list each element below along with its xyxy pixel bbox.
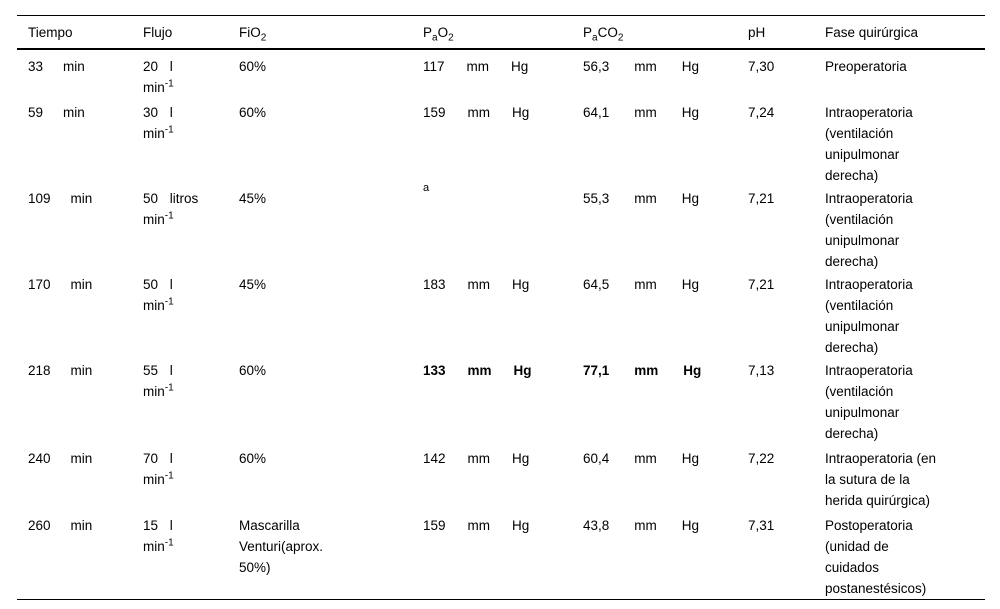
pao2-cell: 117 mm Hg	[423, 59, 529, 74]
tiempo-cell: 59 min	[17, 100, 143, 123]
flujo-unit: min-1	[143, 296, 174, 313]
tiempo-value: 260	[28, 518, 51, 533]
tiempo-value: 59	[28, 105, 44, 120]
flujo-value: 55 l	[143, 363, 173, 378]
table-row: 170 min 50 l min-1 45% 183 mm Hg 64,5 mm Hg 7,…	[17, 272, 985, 358]
column-header-ph: pH	[748, 24, 766, 40]
fase-cell: Intraoperatoria (en la sutura de la heri…	[825, 451, 937, 508]
column-header-fio2: FiO2	[239, 24, 267, 44]
table-row: 218 min 55 l min-1 60% 133 mm Hg 77,1 mm Hg 7,…	[17, 358, 985, 446]
flujo-value: 20 l	[143, 59, 173, 74]
pao2-cell: 159 mm Hg	[423, 518, 530, 533]
fase-cell: Intraoperatoria (ventilación unipulmonar…	[825, 277, 913, 355]
flujo-cell: 15 l min-1	[143, 513, 239, 557]
tiempo-unit: min	[70, 518, 93, 533]
flujo-unit: min-1	[143, 537, 174, 554]
flujo-value: 30 l	[143, 105, 173, 120]
fio2-cell: 45%	[239, 277, 267, 292]
fio2-cell: 60%	[239, 59, 267, 74]
tiempo-cell: 260 min	[17, 513, 143, 536]
tiempo-cell: 33 min	[17, 50, 143, 77]
flujo-unit: min-1	[143, 382, 174, 399]
paco2-cell: 55,3 mm Hg	[583, 191, 700, 206]
flujo-cell: 50 litros min-1	[143, 186, 239, 230]
ph-cell: 7,24	[748, 105, 775, 120]
flujo-unit: min-1	[143, 210, 174, 227]
paco2-cell-highlighted: 77,1 mm Hg	[583, 363, 702, 378]
column-header-flujo: Flujo	[143, 24, 173, 40]
flujo-cell: 55 l min-1	[143, 358, 239, 402]
flujo-cell: 20 l min-1	[143, 50, 239, 98]
table-row: 59 min 30 l min-1 60% 159 mm Hg 64,1 mm Hg 7,2…	[17, 100, 985, 186]
tiempo-unit: min	[70, 277, 93, 292]
tiempo-cell: 218 min	[17, 358, 143, 381]
fio2-cell: 45%	[239, 191, 267, 206]
tiempo-value: 109	[28, 191, 51, 206]
pao2-cell-highlighted: 133 mm Hg	[423, 363, 532, 378]
paco2-cell: 64,1 mm Hg	[583, 105, 700, 120]
ph-cell: 7,31	[748, 518, 775, 533]
fio2-cell: Mascarilla Venturi(aprox. 50%)	[239, 518, 324, 575]
flujo-value: 15 l	[143, 518, 173, 533]
table-header-row: Tiempo Flujo FiO2 PaO2 PaCO2 pH Fase qui…	[17, 16, 985, 50]
ph-cell: 7,21	[748, 191, 775, 206]
column-header-tiempo: Tiempo	[28, 24, 73, 40]
flujo-value: 70 l	[143, 451, 173, 466]
tiempo-cell: 109 min	[17, 186, 143, 209]
fase-cell: Postoperatoria (unidad de cuidados posta…	[825, 518, 927, 596]
fase-cell: Intraoperatoria (ventilación unipulmonar…	[825, 191, 913, 269]
tiempo-unit: min	[63, 105, 85, 120]
tiempo-value: 33	[28, 59, 44, 74]
table-row: 33 min 20 l min-1 60% 117 mm Hg 56,3 mm Hg 7,3…	[17, 50, 985, 100]
column-header-paco2: PaCO2	[583, 24, 624, 44]
pao2-cell: 142 mm Hg	[423, 451, 530, 466]
ph-cell: 7,30	[748, 59, 775, 74]
flujo-cell: 30 l min-1	[143, 100, 239, 144]
ph-cell: 7,21	[748, 277, 775, 292]
flujo-cell: 70 l min-1	[143, 446, 239, 490]
column-header-pao2: PaO2	[423, 24, 454, 44]
flujo-unit: min-1	[143, 78, 174, 95]
paco2-cell: 43,8 mm Hg	[583, 518, 700, 533]
paco2-cell: 60,4 mm Hg	[583, 451, 700, 466]
tiempo-cell: 170 min	[17, 272, 143, 295]
column-header-fase: Fase quirúrgica	[825, 24, 919, 40]
paco2-cell: 56,3 mm Hg	[583, 59, 700, 74]
tiempo-unit: min	[63, 59, 85, 74]
flujo-unit: min-1	[143, 124, 174, 141]
ph-cell: 7,22	[748, 451, 775, 466]
ph-cell: 7,13	[748, 363, 775, 378]
table-row: 260 min 15 l min-1 Mascarilla Venturi(apro…	[17, 513, 985, 599]
flujo-value: 50 l	[143, 277, 173, 292]
fio2-cell: 60%	[239, 451, 267, 466]
blood-gas-table: Tiempo Flujo FiO2 PaO2 PaCO2 pH Fase qui…	[17, 15, 985, 600]
fio2-cell: 60%	[239, 363, 267, 378]
pao2-cell: 159 mm Hg	[423, 105, 530, 120]
flujo-cell: 50 l min-1	[143, 272, 239, 316]
table-row: 240 min 70 l min-1 60% 142 mm Hg 60,4 mm Hg 7,…	[17, 446, 985, 513]
table-row: 109 min 50 litros min-1 45% a 55,3 mm Hg 7,2…	[17, 182, 985, 272]
tiempo-unit: min	[70, 363, 93, 378]
pao2-cell: a	[423, 182, 430, 194]
tiempo-value: 170	[28, 277, 51, 292]
tiempo-value: 240	[28, 451, 51, 466]
flujo-value: 50 litros	[143, 191, 199, 206]
flujo-unit: min-1	[143, 470, 174, 487]
tiempo-cell: 240 min	[17, 446, 143, 469]
fase-cell: Preoperatoria	[825, 59, 907, 74]
pao2-cell: 183 mm Hg	[423, 277, 530, 292]
fio2-cell: 60%	[239, 105, 267, 120]
paco2-cell: 64,5 mm Hg	[583, 277, 700, 292]
tiempo-value: 218	[28, 363, 51, 378]
fase-cell: Intraoperatoria (ventilación unipulmonar…	[825, 105, 913, 183]
tiempo-unit: min	[70, 191, 93, 206]
tiempo-unit: min	[70, 451, 93, 466]
fase-cell: Intraoperatoria (ventilación unipulmonar…	[825, 363, 913, 441]
